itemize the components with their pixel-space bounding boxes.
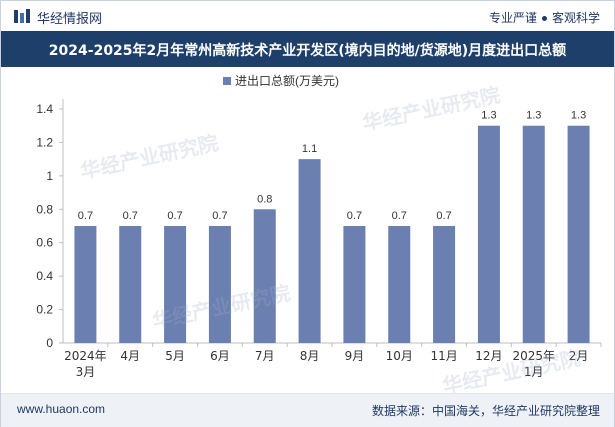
bar-chart: 进出口总额(万美元) 0 0.2 0.4 0.6 0.8 1 1.2 1.4 0.7 2024年 3月…	[36, 74, 602, 379]
bar	[208, 226, 231, 343]
tag-professional: 专业严谨	[488, 11, 537, 25]
y-tick-label: 1	[46, 169, 53, 183]
data-label: 1.3	[571, 110, 586, 122]
legend-label: 进出口总额(万美元)	[235, 74, 339, 88]
x-tick-label: 11月	[430, 349, 457, 363]
y-tick-label: 0.6	[36, 236, 53, 250]
x-tick-label: 12月	[475, 349, 502, 363]
data-label: 1.3	[481, 110, 496, 122]
data-label: 0.7	[78, 210, 93, 222]
bar	[74, 226, 97, 343]
data-source: 数据来源：中国海关，华经产业研究院整理	[371, 404, 600, 418]
bar	[522, 125, 545, 343]
bar	[253, 209, 276, 343]
data-label: 0.7	[212, 210, 227, 222]
data-label: 0.8	[257, 193, 272, 205]
bar	[388, 226, 411, 343]
x-tick-label: 2月	[569, 349, 589, 363]
top-bar: 华经情报网 专业严谨 客观科学	[1, 1, 614, 31]
bar	[119, 226, 142, 343]
bar	[567, 125, 590, 343]
y-tick-label: 1.4	[36, 102, 53, 116]
bar	[343, 226, 366, 343]
x-tick-label: 2024年 3月	[64, 349, 107, 379]
brand-name: 华经情报网	[37, 11, 103, 26]
x-tick-label: 9月	[345, 349, 365, 363]
bar	[298, 159, 321, 343]
footer: www.huaon.com 数据来源：中国海关，华经产业研究院整理	[1, 393, 614, 427]
x-tick-label: 6月	[210, 349, 230, 363]
tag-objective: 客观科学	[551, 11, 600, 25]
footer-url[interactable]: www.huaon.com	[17, 402, 106, 416]
data-label: 0.7	[167, 210, 182, 222]
y-tick-label: 1.2	[36, 135, 53, 149]
chart-title: 2024-2025年2月年常州高新技术产业开发区(境内目的地/货源地)月度进出口…	[48, 43, 567, 59]
bar	[433, 226, 456, 343]
x-tick-label: 10月	[386, 349, 413, 363]
data-label: 1.1	[302, 143, 317, 155]
data-label: 0.7	[392, 210, 407, 222]
data-label: 0.7	[347, 210, 362, 222]
data-label: 0.7	[436, 210, 451, 222]
legend-swatch	[223, 77, 231, 85]
x-tick-label: 2025年 1月	[512, 349, 555, 379]
y-tick-label: 0.8	[36, 202, 53, 216]
data-label: 0.7	[123, 210, 138, 222]
x-tick-label: 5月	[165, 349, 185, 363]
y-tick-label: 0	[46, 336, 53, 350]
huajing-logo-icon	[14, 9, 30, 23]
y-tick-label: 0.2	[36, 303, 53, 317]
x-tick-label: 4月	[120, 349, 140, 363]
data-label: 1.3	[526, 110, 541, 122]
header-tags: 专业严谨 客观科学	[489, 9, 600, 26]
x-tick-label: 7月	[255, 349, 275, 363]
title-bar: 2024-2025年2月年常州高新技术产业开发区(境内目的地/货源地)月度进出口…	[1, 31, 614, 67]
bar	[477, 125, 500, 343]
x-tick-label: 8月	[300, 349, 320, 363]
separator-dot-icon	[541, 16, 547, 22]
bar	[164, 226, 187, 343]
y-tick-label: 0.4	[36, 269, 53, 283]
